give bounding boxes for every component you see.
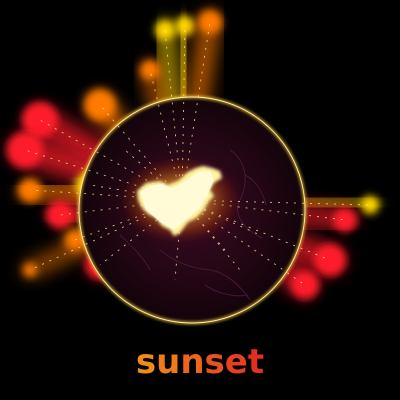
ray-endpoint-glow [155,20,175,40]
caption-letter: t [247,342,265,382]
ray-endpoint-glow [140,60,160,80]
sunset-caption: sunset [0,337,400,387]
ray-endpoint-glow [314,244,346,276]
ray-endpoint-glow [7,132,43,168]
ray-core-line [181,199,346,221]
ray-endpoint-glow [291,271,319,299]
caption-letter: n [180,342,205,382]
ray-endpoint-glow [84,89,116,121]
ray-endpoint-glow [333,208,357,232]
ray-endpoint-glow [361,196,379,214]
ray-endpoint-glow [22,102,58,138]
ray-endpoint-glow [23,263,37,277]
ray-core-line [99,104,183,201]
highlighted-country-shape [120,158,240,242]
caption-letter: s [204,342,225,382]
ray-endpoint-glow [175,16,195,36]
caption-letter: e [224,342,248,382]
ray-core-line [39,119,183,201]
caption-letter: u [156,342,181,382]
ray-endpoint-glow [46,201,74,229]
ray-endpoint-glow [198,10,222,34]
caption-letter: s [135,342,157,382]
ray-core-line [24,149,183,201]
ray-core-line [181,25,186,201]
